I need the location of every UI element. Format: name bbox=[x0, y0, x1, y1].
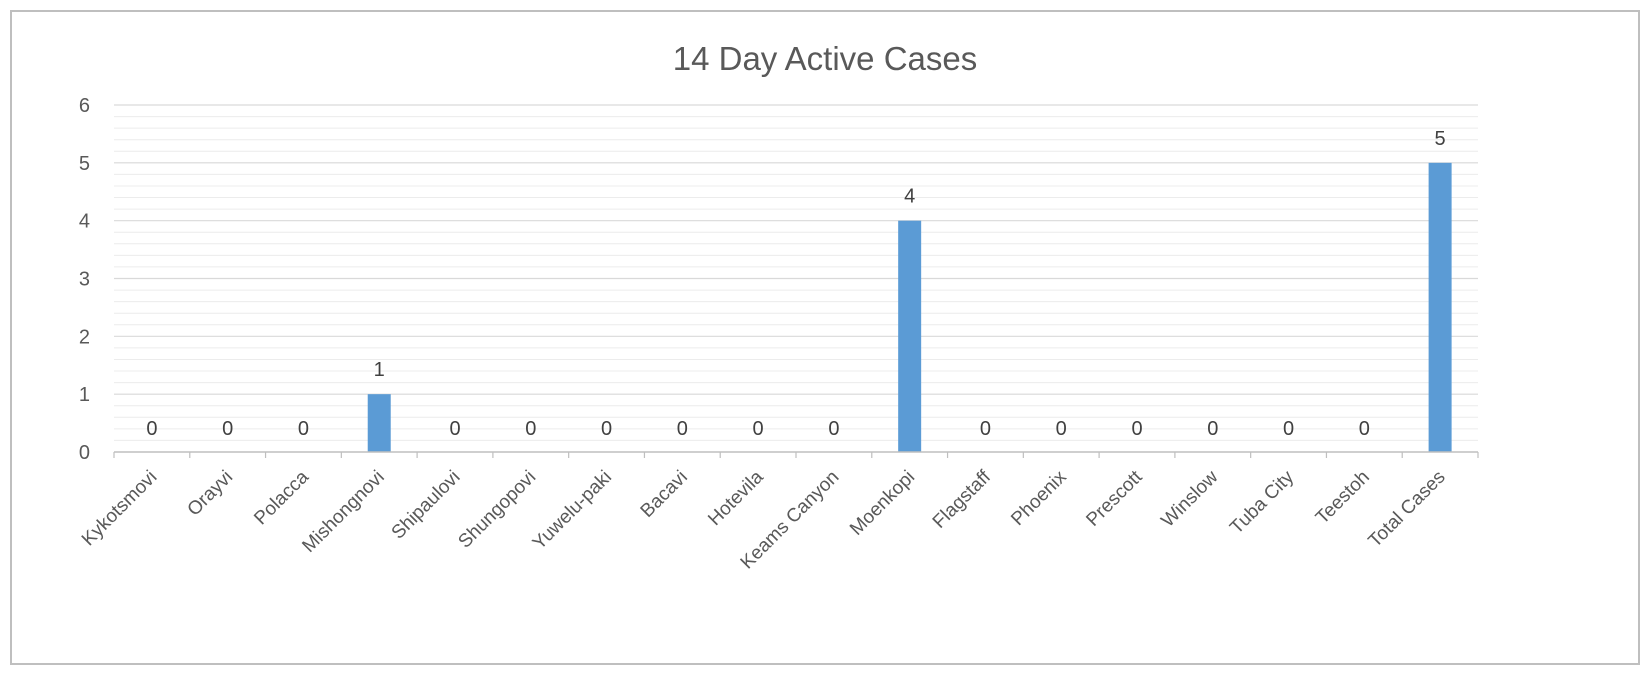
x-tick-label: Total Cases bbox=[1365, 467, 1450, 552]
y-tick-label: 4 bbox=[79, 211, 90, 233]
data-label: 0 bbox=[1056, 418, 1067, 440]
x-tick-label: Bacavi bbox=[637, 467, 692, 522]
gridlines bbox=[114, 104, 1478, 441]
chart-title: 14 Day Active Cases bbox=[673, 40, 977, 77]
bar bbox=[1428, 162, 1452, 453]
x-tick-label: Shungopovi bbox=[454, 467, 540, 553]
data-label: 0 bbox=[601, 418, 612, 440]
data-label: 0 bbox=[980, 418, 991, 440]
data-label: 0 bbox=[525, 418, 536, 440]
y-tick-label: 2 bbox=[79, 326, 90, 348]
data-label: 0 bbox=[449, 418, 460, 440]
y-tick-label: 1 bbox=[79, 384, 90, 406]
data-label: 5 bbox=[1435, 128, 1446, 150]
x-tick-label: Prescott bbox=[1082, 466, 1147, 531]
data-label: 0 bbox=[677, 418, 688, 440]
y-tick-label: 0 bbox=[79, 442, 90, 464]
data-label: 0 bbox=[1359, 418, 1370, 440]
data-label: 0 bbox=[298, 418, 309, 440]
x-tick-label: Winslow bbox=[1157, 466, 1222, 531]
data-label: 0 bbox=[222, 418, 233, 440]
data-label: 0 bbox=[1283, 418, 1294, 440]
data-label: 0 bbox=[753, 418, 764, 440]
x-tick-label: Mishongnovi bbox=[298, 467, 388, 557]
data-label: 0 bbox=[1207, 418, 1218, 440]
x-tick-label: Orayvi bbox=[184, 467, 238, 521]
x-tick-label: Shipaulovi bbox=[388, 467, 465, 544]
x-tick-label: Flagstaff bbox=[929, 466, 996, 533]
x-tick-label: Hotevila bbox=[704, 466, 768, 530]
data-labels: 0 0 0 1 0 0 0 0 0 0 4 0 0 0 0 0 0 5 bbox=[146, 128, 1445, 440]
data-label: 0 bbox=[1131, 418, 1142, 440]
bar bbox=[898, 220, 922, 452]
x-tick-label: Yuwelu-paki bbox=[529, 467, 616, 554]
y-axis: 0 1 2 3 4 5 6 bbox=[79, 95, 90, 464]
x-tick-label: Tuba City bbox=[1226, 466, 1298, 538]
data-label: 4 bbox=[904, 186, 915, 208]
y-tick-label: 3 bbox=[79, 269, 90, 291]
x-tick-label: Moenkopi bbox=[846, 467, 919, 540]
x-tick-label: Teestoh bbox=[1312, 467, 1374, 529]
x-tick-label: Kykotsmovi bbox=[78, 467, 162, 551]
y-tick-label: 6 bbox=[79, 95, 90, 117]
bar bbox=[367, 394, 391, 452]
chart-frame bbox=[10, 10, 1640, 665]
bars bbox=[367, 162, 1452, 453]
x-tick-label: Phoenix bbox=[1007, 466, 1071, 530]
x-tick-label: Polacca bbox=[250, 466, 313, 529]
data-label: 1 bbox=[374, 359, 385, 381]
y-tick-label: 5 bbox=[79, 153, 90, 175]
data-label: 0 bbox=[146, 418, 157, 440]
data-label: 0 bbox=[828, 418, 839, 440]
x-axis: Kykotsmovi Orayvi PolaccaMishongnoviShipau… bbox=[78, 451, 1479, 573]
